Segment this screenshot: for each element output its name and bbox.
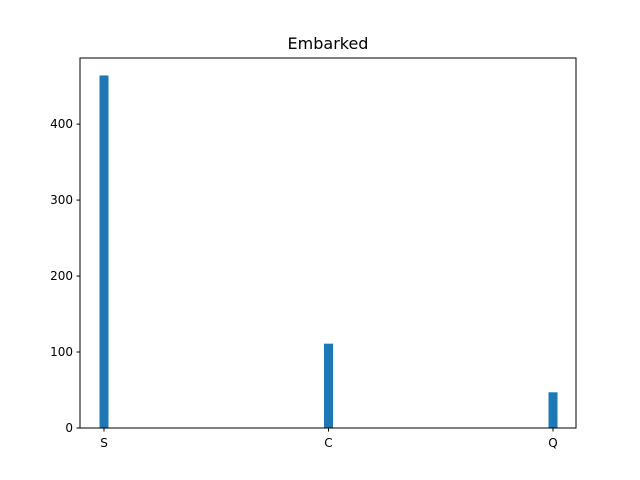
- x-tick-label: S: [100, 436, 108, 450]
- y-tick-label: 0: [65, 421, 73, 435]
- x-tick-label: Q: [548, 436, 557, 450]
- y-tick-label: 200: [50, 269, 73, 283]
- y-tick-label: 100: [50, 345, 73, 359]
- y-tick-label: 300: [50, 193, 73, 207]
- plot-frame: [79, 57, 577, 429]
- bar-q: [548, 392, 558, 428]
- y-axis: 0 100 200 300 400: [50, 117, 80, 435]
- chart-title: Embarked: [288, 34, 369, 53]
- x-tick-label: C: [324, 436, 332, 450]
- y-tick-label: 400: [50, 117, 73, 131]
- bar-c: [324, 343, 333, 428]
- bars-layer: [99, 75, 558, 428]
- bar-s: [99, 75, 109, 428]
